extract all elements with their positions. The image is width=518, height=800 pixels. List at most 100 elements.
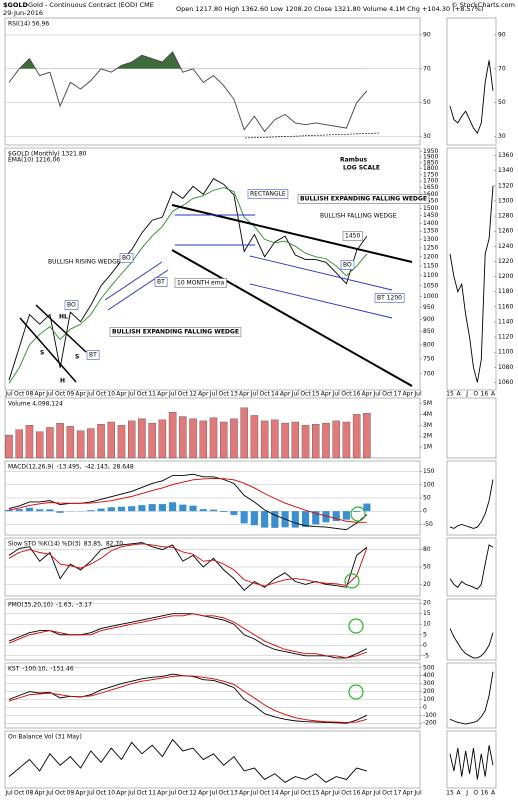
panel-label: MACD(12,26,9) — [8, 464, 54, 471]
x-tick-label: 11 — [148, 790, 156, 797]
x-tick-label: 13 — [230, 790, 238, 797]
y-tick-label: 500 — [423, 664, 435, 671]
x-tick-label: Jul — [127, 391, 136, 398]
y-tick-label: 150 — [423, 468, 435, 475]
y-tick-label: 4M — [423, 411, 432, 418]
x-tick-label: Apr — [198, 391, 209, 398]
bar — [158, 504, 166, 512]
annotation: BULLISH FALLING WEDGE — [320, 213, 397, 220]
y-tick-label: 1650 — [423, 184, 438, 191]
x-tick-label: Apr — [321, 790, 332, 797]
side-panel-frame — [446, 598, 497, 661]
bar — [168, 412, 177, 459]
x-tick-label: Oct — [341, 790, 352, 797]
x-tick-label: Apr — [403, 790, 414, 797]
side-y-tick-label: 1300 — [498, 197, 513, 204]
series-line — [8, 187, 368, 384]
annotation-box — [340, 260, 355, 270]
y-tick-label: 5M — [423, 400, 432, 407]
y-tick-label: 400 — [423, 672, 435, 679]
x-tick-label: Oct — [14, 391, 25, 398]
y-tick-label: 5 — [423, 631, 427, 638]
side-x-tick-label: 16 — [481, 391, 489, 398]
y-tick-label: 1550 — [423, 198, 438, 205]
panel-label: KST — [8, 666, 20, 673]
y-tick-label: 1150 — [423, 263, 438, 270]
x-tick-label: Jul — [209, 790, 218, 797]
annotation: 10 MONTH ema — [177, 280, 225, 287]
x-tick-label: Oct — [96, 391, 107, 398]
bar — [281, 422, 289, 459]
y-tick-label: 1500 — [423, 205, 438, 212]
side-panel-frame — [446, 460, 497, 536]
bar — [25, 507, 34, 512]
side-y-tick-label: 1280 — [498, 213, 513, 220]
bar — [36, 509, 44, 512]
bar — [15, 429, 23, 459]
instrument-name: Gold - Continuous Contract (EOD) CME — [28, 1, 154, 9]
bar — [220, 511, 228, 513]
x-tick-label: 08 — [26, 391, 34, 398]
x-tick-label: Apr — [280, 790, 291, 797]
x-tick-label: 12 — [189, 391, 197, 398]
bar — [138, 505, 146, 512]
side-y-tick-label: 50 — [498, 99, 506, 106]
y-tick-label: 100 — [423, 481, 435, 488]
x-tick-label: Apr — [75, 790, 86, 797]
bar — [169, 502, 177, 512]
bar — [301, 511, 310, 527]
bar — [230, 511, 238, 515]
y-tick-label: 1200 — [423, 253, 438, 260]
bar — [291, 511, 299, 528]
bar — [219, 421, 228, 459]
side-y-tick-label: 1320 — [498, 182, 513, 189]
x-tick-label: Jul — [168, 391, 177, 398]
y-tick-label: 950 — [423, 304, 435, 311]
panel-frame — [4, 730, 421, 789]
x-tick-label: Oct — [96, 790, 107, 797]
bar — [5, 509, 13, 512]
bar — [199, 509, 207, 512]
side-panel-frame — [446, 662, 497, 729]
side-y-tick-label: 1360 — [498, 152, 513, 159]
side-panel-frame — [446, 147, 497, 391]
y-tick-label: 1450 — [423, 212, 438, 219]
side-panel-frame — [446, 17, 497, 146]
y-tick-label: 50 — [423, 564, 431, 571]
bar — [138, 418, 146, 459]
bar — [97, 508, 105, 512]
y-tick-label: 1300 — [423, 236, 438, 243]
panel-label: PMO(35,20,10) — [8, 602, 53, 609]
bar — [332, 511, 340, 521]
x-tick-label: 17 — [394, 790, 402, 797]
annotation-box — [297, 194, 430, 204]
x-tick-label: Apr — [239, 790, 250, 797]
side-y-tick-label: 70 — [498, 65, 506, 72]
x-tick-label: Apr — [116, 391, 127, 398]
side-y-tick-label: 1120 — [498, 334, 513, 341]
x-tick-label: Oct — [137, 391, 148, 398]
y-tick-label: 700 — [423, 370, 435, 377]
x-tick-label: Oct — [382, 790, 393, 797]
series-line — [8, 177, 368, 381]
x-tick-label: Apr — [34, 391, 45, 398]
x-tick-label: 09 — [67, 391, 75, 398]
y-tick-label: 100 — [423, 696, 435, 703]
y-tick-label: 50 — [423, 495, 431, 502]
y-tick-label: 1900 — [423, 153, 438, 160]
y-tick-label: 1700 — [423, 178, 438, 185]
series-line — [8, 613, 368, 659]
y-tick-label: 0 — [423, 704, 427, 711]
x-tick-label: Oct — [178, 790, 189, 797]
bar — [261, 511, 269, 528]
panel-label: RSI(14) 56.96 — [8, 21, 49, 28]
bar — [76, 430, 85, 459]
readout: -3.17 — [76, 602, 92, 609]
side-y-tick-label: 1340 — [498, 167, 513, 174]
x-tick-label: Oct — [300, 391, 311, 398]
y-tick-label: 900 — [423, 316, 435, 323]
panel-label: Slow STO %K(14) %D(3) — [8, 541, 81, 548]
highlight-circle — [348, 618, 364, 634]
x-tick-label: 17 — [394, 391, 402, 398]
panel-label: $GOLD (Monthly) 1321.80 — [8, 151, 87, 158]
